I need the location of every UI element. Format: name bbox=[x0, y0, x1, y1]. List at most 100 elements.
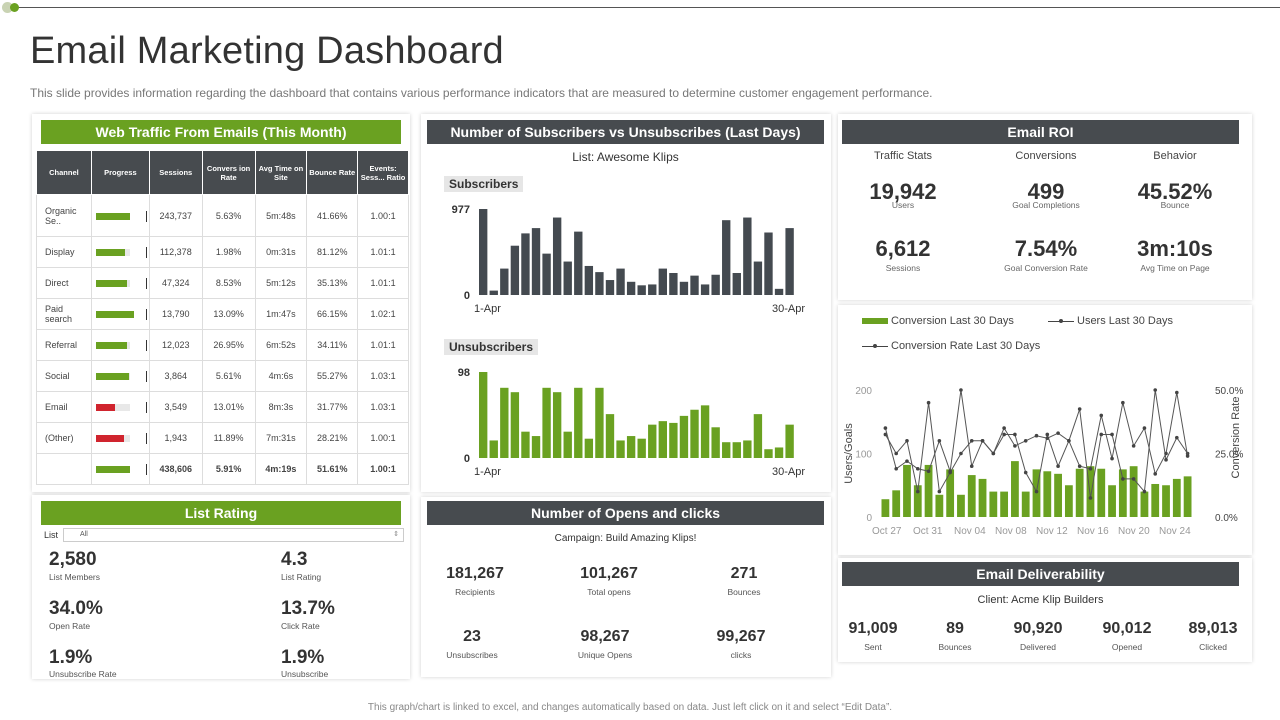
decor-dot bbox=[10, 3, 19, 12]
bar bbox=[785, 228, 794, 295]
roi-kpi: 3m:10s Avg Time on Page bbox=[1115, 236, 1235, 273]
roi-label: Users bbox=[891, 200, 915, 210]
bar bbox=[500, 268, 509, 295]
progress-fill bbox=[95, 342, 127, 349]
progress-target-tick bbox=[145, 433, 147, 444]
conversion-rate-point bbox=[926, 469, 931, 474]
bar bbox=[785, 424, 794, 458]
conversion-bar bbox=[1021, 491, 1030, 517]
conversion-bar bbox=[881, 499, 890, 517]
opens-value: 181,267 bbox=[446, 565, 504, 582]
conv-cell: 13.01% bbox=[201, 391, 256, 423]
table-row[interactable]: Social 3,864 5.61% 4m:6s 55.27% 1.03:1 bbox=[36, 360, 409, 392]
x-tick-label: Oct 31 bbox=[913, 526, 943, 537]
col-header[interactable]: Bounce Rate bbox=[306, 150, 359, 195]
col-header[interactable]: Progress bbox=[90, 150, 150, 195]
col-header[interactable]: Convers ion Rate bbox=[201, 150, 256, 195]
sessions-cell: 1,943 bbox=[148, 422, 203, 454]
table-row[interactable]: Paid search 13,790 13.09% 1m:47s 66.15% 1.02:… bbox=[36, 298, 409, 330]
kpi-label: List Rating bbox=[281, 572, 322, 582]
users-point bbox=[926, 400, 931, 405]
list-select[interactable]: All ⇕ bbox=[63, 528, 404, 542]
x-tick-label: Nov 04 bbox=[954, 526, 986, 537]
bar bbox=[764, 232, 773, 295]
conversion-bar bbox=[1118, 469, 1127, 517]
users-point bbox=[1142, 489, 1147, 494]
conversion-bar bbox=[946, 469, 955, 517]
conversion-chart: 0 0.0% 100 25.0% 200 50.0% Oct 27 Oct 31 Nov 04 N… bbox=[843, 386, 1243, 537]
table-row[interactable]: Referral 12,023 26.95% 6m:52s 34.11% 1.01:1 bbox=[36, 329, 409, 361]
roi-kpi: 6,612 Sessions bbox=[843, 236, 963, 273]
conversion-rate-point bbox=[1002, 426, 1006, 430]
bar bbox=[690, 409, 699, 458]
bar bbox=[595, 272, 604, 295]
conversion-rate-point bbox=[959, 388, 963, 392]
bar bbox=[616, 268, 625, 295]
roi-label: Bounce bbox=[1160, 200, 1190, 210]
table-total-row[interactable]: 438,606 5.91% 4m:19s 51.61% 1.00:1 bbox=[36, 453, 409, 485]
conversion-bar bbox=[913, 485, 922, 517]
table-row[interactable]: Email 3,549 13.01% 8m:3s 31.77% 1.03:1 bbox=[36, 391, 409, 423]
top-rule bbox=[8, 7, 1280, 8]
conversion-rate-point bbox=[948, 469, 952, 474]
sessions-cell: 3,549 bbox=[148, 391, 203, 423]
conversion-rate-point bbox=[969, 464, 974, 468]
ratio-cell: 1.00:1 bbox=[357, 422, 409, 454]
users-point bbox=[1013, 432, 1017, 437]
bar bbox=[605, 280, 615, 295]
bar bbox=[658, 268, 667, 295]
progress-fill bbox=[95, 280, 127, 287]
bar bbox=[563, 431, 572, 458]
bar bbox=[584, 438, 594, 458]
conversion-rate-line bbox=[884, 389, 1189, 476]
ratio-cell: 1.00:1 bbox=[357, 194, 409, 237]
sessions-cell: 13,790 bbox=[148, 298, 203, 330]
roi-label: Sessions bbox=[885, 263, 921, 273]
y2-axis-label: Conversion Rate bbox=[1230, 397, 1242, 479]
conversion-rate-point bbox=[1164, 451, 1168, 456]
bar bbox=[605, 414, 615, 458]
users-point bbox=[937, 489, 942, 494]
deliv-value: 89 bbox=[946, 620, 964, 637]
col-header[interactable]: Channel bbox=[36, 150, 92, 195]
col-header[interactable]: Avg Time on Site bbox=[254, 150, 308, 195]
users-point bbox=[1175, 435, 1179, 440]
unsubscribers-chart: 98 0 1-Apr 30-Apr bbox=[458, 367, 806, 478]
table-row[interactable]: Organic Se.. 243,737 5.63% 5m:48s 41.66% 1.00… bbox=[36, 194, 409, 237]
y-tick-label: 0 bbox=[464, 453, 470, 465]
campaign-name: Campaign: Build Amazing Klips! bbox=[554, 533, 697, 544]
conversion-bar bbox=[1172, 478, 1181, 517]
legend-rate: Conversion Rate Last 30 Days bbox=[862, 340, 1040, 352]
conversion-rate-point bbox=[991, 451, 996, 456]
progress-fill bbox=[95, 212, 130, 220]
bar bbox=[521, 431, 530, 458]
roi-column: Behavior bbox=[1125, 150, 1225, 162]
conv-cell: 13.09% bbox=[201, 298, 256, 330]
ratio-cell: 1.02:1 bbox=[357, 298, 409, 330]
table-row[interactable]: Display 112,378 1.98% 0m:31s 81.12% 1.01:1 bbox=[36, 236, 409, 268]
users-point bbox=[1110, 432, 1114, 437]
users-point bbox=[894, 451, 898, 456]
time-cell: 6m:52s bbox=[254, 329, 308, 361]
conversion-bar bbox=[1140, 491, 1149, 517]
kpi-value: 1.9% bbox=[49, 647, 93, 668]
users-point bbox=[1056, 464, 1060, 468]
subscribers-label: Subscribers bbox=[444, 176, 524, 192]
channel-cell: Referral bbox=[36, 329, 92, 361]
table-row[interactable]: (Other) 1,943 11.89% 7m:31s 28.21% 1.00:1 bbox=[36, 422, 409, 454]
bar bbox=[531, 228, 541, 295]
progress-fill bbox=[95, 404, 115, 411]
col-header[interactable]: Events: Sess... Ratio bbox=[357, 150, 409, 195]
x-tick-label: 30-Apr bbox=[772, 303, 805, 315]
y-tick-label: 977 bbox=[452, 204, 470, 216]
col-header[interactable]: Sessions bbox=[148, 150, 203, 195]
conversion-rate-point bbox=[937, 439, 942, 443]
conversion-bar bbox=[1097, 468, 1106, 517]
opens-label: Unique Opens bbox=[577, 650, 633, 660]
users-point bbox=[1045, 432, 1050, 437]
y-tick-label: 0 bbox=[866, 513, 872, 524]
bounce-cell: 41.66% bbox=[306, 194, 359, 237]
table-row[interactable]: Direct 47,324 8.53% 5m:12s 35.13% 1.01:1 bbox=[36, 267, 409, 299]
bar bbox=[753, 414, 763, 458]
opens-value: 101,267 bbox=[580, 565, 638, 582]
